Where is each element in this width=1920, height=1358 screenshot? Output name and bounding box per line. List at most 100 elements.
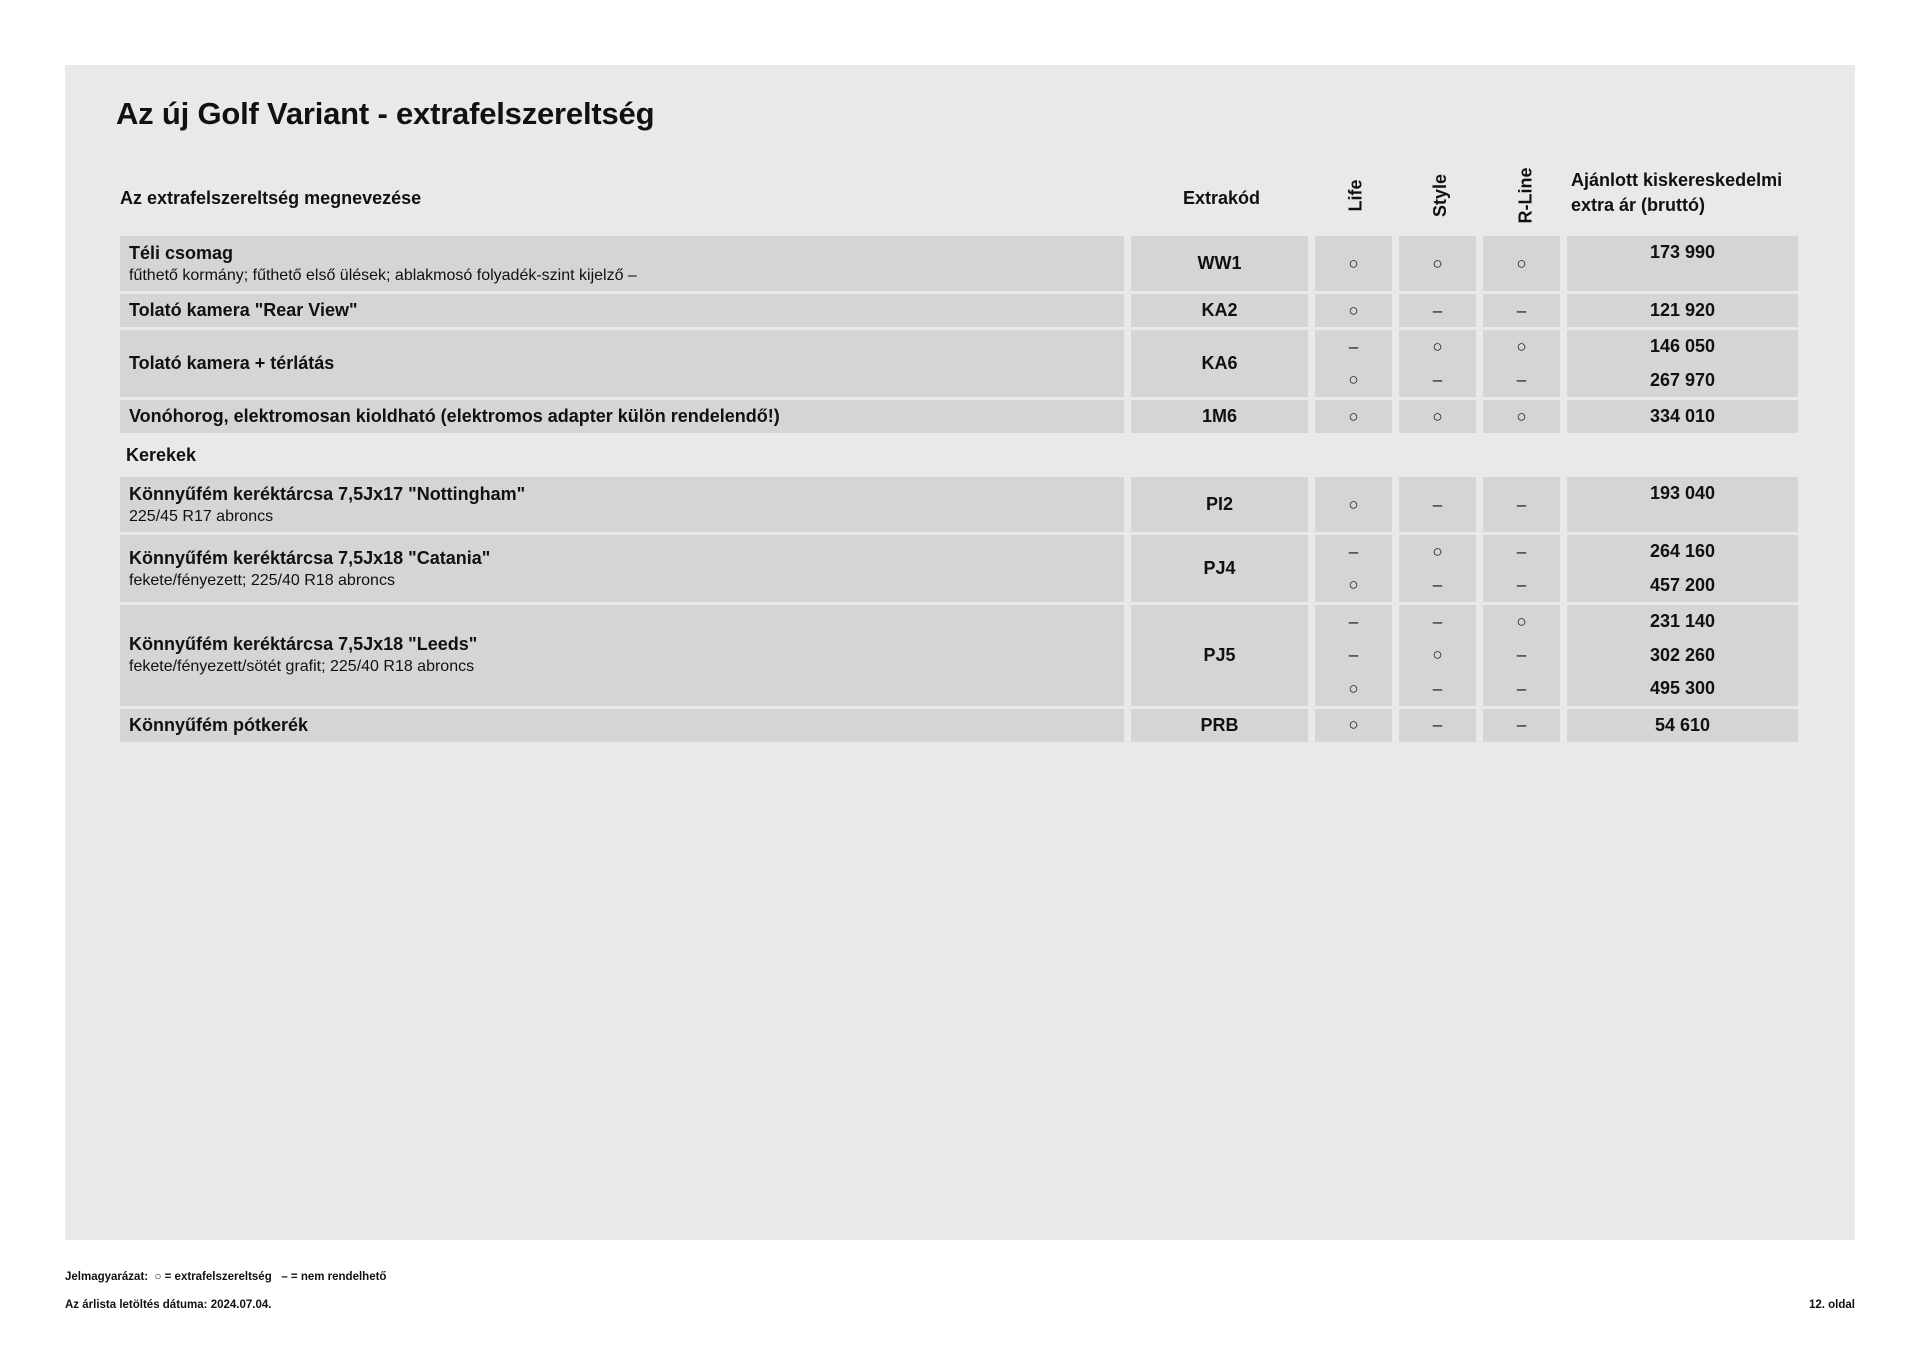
equipment-name: Tolató kamera + térlátás — [129, 353, 335, 373]
table-row: Könnyűfém keréktárcsa 7,5Jx18 "Leeds" fek… — [120, 605, 1802, 706]
price-cell: 173 990 — [1567, 236, 1798, 291]
equipment-name: Tolató kamera "Rear View" — [129, 300, 358, 320]
availability-style-mark: – — [1432, 715, 1443, 734]
availability-life: ○ — [1315, 477, 1392, 532]
header-life: Life — [1318, 160, 1395, 230]
price-cell: 54 610 — [1567, 708, 1798, 742]
availability-life-mark: – — [1348, 611, 1359, 631]
availability-life: ○ — [1315, 400, 1392, 433]
availability-life-mark: ○ — [1348, 494, 1359, 514]
availability-life-mark: ○ — [1348, 678, 1359, 698]
availability-rline: – — [1483, 294, 1560, 327]
header-name: Az extrafelszereltség megnevezése — [120, 188, 422, 208]
equipment-table: Téli csomag fűthető kormány; fűthető első… — [120, 236, 1802, 745]
availability-style: – ○ – — [1399, 605, 1476, 706]
availability-style: – — [1399, 477, 1476, 532]
equipment-name-cell: Tolató kamera + térlátás — [120, 330, 1124, 397]
equipment-name-cell: Téli csomag fűthető kormány; fűthető első… — [120, 236, 1124, 291]
availability-style-mark: – — [1432, 370, 1443, 390]
availability-rline: – — [1483, 477, 1560, 532]
page-title: Az új Golf Variant - extrafelszereltség — [116, 96, 655, 131]
availability-life: – ○ — [1315, 535, 1392, 602]
availability-rline-mark: – — [1516, 575, 1527, 595]
equipment-description: fekete/fényezett/sötét grafit; 225/40 R1… — [129, 658, 475, 676]
extra-code: PRB — [1131, 708, 1308, 742]
equipment-description: fűthető kormány; fűthető első ülések; ab… — [129, 266, 637, 284]
header-price-line2: extra ár (bruttó) — [1571, 195, 1706, 215]
availability-life-mark: – — [1348, 645, 1359, 665]
extra-code: KA6 — [1131, 330, 1308, 397]
price: 495 300 — [1649, 678, 1716, 699]
price: 267 970 — [1649, 369, 1716, 390]
availability-life-mark: ○ — [1348, 715, 1359, 734]
availability-rline: ○ – — [1483, 330, 1560, 397]
price: 264 160 — [1649, 541, 1716, 562]
availability-style-mark: – — [1432, 611, 1443, 631]
availability-life-mark: ○ — [1348, 575, 1359, 595]
availability-life: ○ — [1315, 294, 1392, 327]
equipment-name-cell: Könnyűfém keréktárcsa 7,5Jx18 "Catania" f… — [120, 535, 1124, 602]
availability-rline-mark: ○ — [1516, 253, 1527, 273]
availability-style-mark: ○ — [1432, 253, 1443, 273]
price: 334 010 — [1649, 406, 1716, 426]
availability-rline-mark: – — [1516, 645, 1527, 665]
availability-style: ○ – — [1399, 535, 1476, 602]
price-cell: 121 920 — [1567, 294, 1798, 327]
equipment-description: fekete/fényezett; 225/40 R18 abroncs — [129, 571, 395, 589]
equipment-name: Könnyűfém keréktárcsa 7,5Jx17 "Nottingha… — [129, 483, 526, 504]
equipment-name-cell: Vonóhorog, elektromosan kioldható (elekt… — [120, 400, 1124, 433]
availability-style-mark: – — [1432, 494, 1443, 514]
price: 173 990 — [1649, 242, 1716, 263]
availability-style: – — [1399, 294, 1476, 327]
availability-life-mark: ○ — [1348, 253, 1359, 273]
price: 146 050 — [1649, 336, 1716, 357]
table-row: Könnyűfém pótkerék PRB ○ – – 54 610 — [120, 708, 1802, 742]
section-heading: Kerekek — [126, 444, 197, 465]
price: 302 260 — [1649, 644, 1716, 665]
availability-style: – — [1399, 708, 1476, 742]
table-row: Vonóhorog, elektromosan kioldható (elekt… — [120, 400, 1802, 433]
equipment-name-cell: Könnyűfém keréktárcsa 7,5Jx17 "Nottingha… — [120, 477, 1124, 532]
legend-not-available: – = nem rendelhető — [281, 1271, 387, 1283]
equipment-name-cell: Könnyűfém keréktárcsa 7,5Jx18 "Leeds" fek… — [120, 605, 1124, 706]
header-style-label: Style — [1430, 173, 1450, 217]
availability-life: ○ — [1315, 708, 1392, 742]
availability-life-mark: ○ — [1348, 300, 1359, 320]
price: 231 140 — [1649, 611, 1716, 632]
equipment-name: Vonóhorog, elektromosan kioldható (elekt… — [129, 406, 780, 426]
table-row: Tolató kamera + térlátás KA6– ○ ○ – ○ –146 050… — [120, 330, 1802, 397]
equipment-description: 225/45 R17 abroncs — [129, 507, 274, 525]
price-cell: 334 010 — [1567, 400, 1798, 433]
availability-rline: – – — [1483, 535, 1560, 602]
extra-code: PJ4 — [1131, 535, 1308, 602]
legend-option: ○ = extrafelszereltség — [154, 1271, 272, 1283]
price: 121 920 — [1649, 300, 1716, 320]
price-cell: 231 140 302 260 495 300 — [1567, 605, 1798, 706]
equipment-name: Könnyűfém pótkerék — [129, 714, 309, 735]
availability-style-mark: ○ — [1432, 541, 1443, 561]
price-cell: 193 040 — [1567, 477, 1798, 532]
availability-life-mark: ○ — [1348, 406, 1359, 426]
availability-style: ○ — [1399, 236, 1476, 291]
table-row: Téli csomag fűthető kormány; fűthető első… — [120, 236, 1802, 291]
availability-rline-mark: – — [1516, 370, 1527, 390]
price-cell: 264 160 457 200 — [1567, 535, 1798, 602]
table-row: Könnyűfém keréktárcsa 7,5Jx17 "Nottingha… — [120, 477, 1802, 532]
availability-style-mark: – — [1432, 300, 1443, 320]
header-code: Extrakód — [1182, 188, 1261, 208]
availability-style: ○ — [1399, 400, 1476, 433]
availability-life: ○ — [1315, 236, 1392, 291]
header-style: Style — [1402, 160, 1479, 230]
availability-rline-mark: – — [1516, 678, 1527, 698]
equipment-name: Könnyűfém keréktárcsa 7,5Jx18 "Leeds" — [129, 634, 478, 655]
extra-code: KA2 — [1131, 294, 1308, 327]
table-row: Tolató kamera "Rear View" KA2 ○ – – 121 920 — [120, 294, 1802, 327]
availability-life-mark: – — [1348, 541, 1359, 561]
price: 193 040 — [1649, 483, 1716, 504]
legend: Jelmagyarázat: ○ = extrafelszereltség – … — [65, 1271, 386, 1283]
availability-style-mark: ○ — [1432, 645, 1443, 665]
availability-style-mark: ○ — [1432, 336, 1443, 356]
legend-label: Jelmagyarázat: — [65, 1271, 149, 1283]
availability-rline: ○ – – — [1483, 605, 1560, 706]
equipment-name: Könnyűfém keréktárcsa 7,5Jx18 "Catania" — [129, 547, 491, 568]
